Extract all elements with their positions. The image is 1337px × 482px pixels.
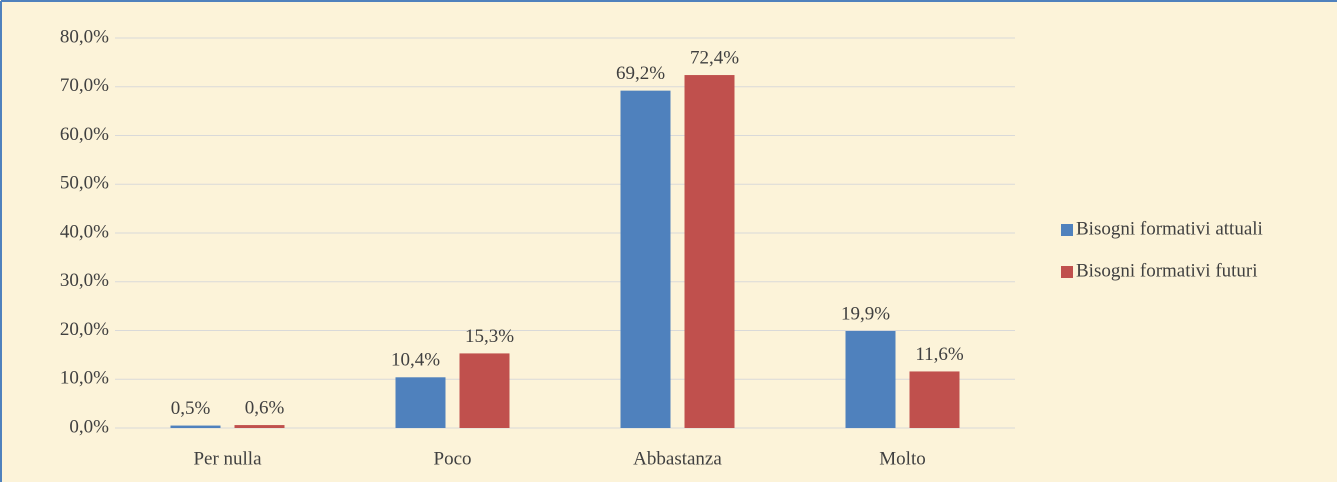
bar: [684, 75, 735, 429]
y-tick-label: 50,0%: [60, 173, 109, 194]
legend-label: Bisogni formativi attuali: [1076, 218, 1263, 239]
bar: [395, 377, 446, 428]
value-label: 72,4%: [690, 47, 739, 68]
bar: [170, 425, 221, 428]
legend-swatch: [1061, 224, 1073, 236]
y-tick-label: 40,0%: [60, 221, 109, 242]
y-tick-label: 70,0%: [60, 75, 109, 96]
y-tick-label: 80,0%: [60, 26, 109, 47]
y-tick-label: 20,0%: [60, 319, 109, 340]
bar: [909, 371, 960, 428]
y-tick-label: 30,0%: [60, 270, 109, 291]
value-label: 69,2%: [616, 63, 665, 84]
x-tick-label: Abbastanza: [633, 448, 722, 469]
bar: [845, 330, 896, 428]
x-tick-label: Poco: [434, 448, 472, 469]
y-tick-label: 60,0%: [60, 124, 109, 145]
bar: [459, 353, 510, 428]
legend-label: Bisogni formativi futuri: [1076, 260, 1258, 281]
y-tick-label: 0,0%: [69, 416, 109, 437]
x-tick-label: Molto: [879, 448, 925, 469]
value-label: 19,9%: [841, 303, 890, 324]
value-label: 15,3%: [465, 326, 514, 347]
value-label: 10,4%: [391, 350, 440, 371]
y-tick-label: 10,0%: [60, 368, 109, 389]
legend-swatch: [1061, 266, 1073, 278]
value-label: 0,6%: [245, 397, 285, 418]
bar: [620, 90, 671, 429]
value-label: 11,6%: [915, 344, 964, 365]
value-label: 0,5%: [171, 398, 211, 419]
x-tick-label: Per nulla: [193, 448, 262, 469]
bar: [234, 425, 285, 428]
